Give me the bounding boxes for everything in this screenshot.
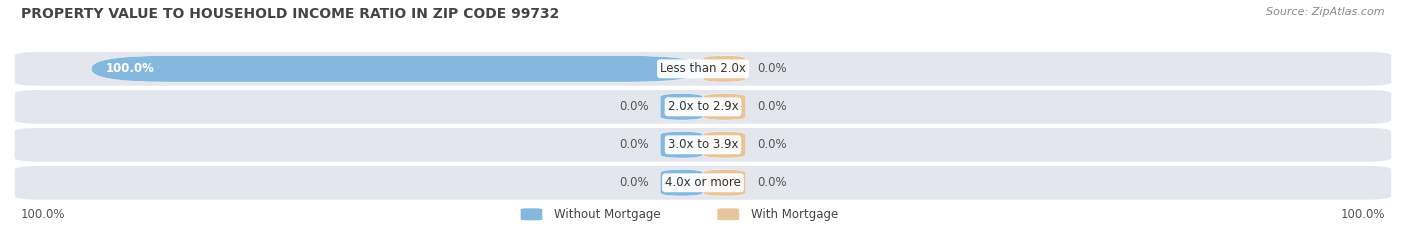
FancyBboxPatch shape	[520, 208, 543, 221]
Text: 0.0%: 0.0%	[756, 62, 787, 75]
Text: 4.0x or more: 4.0x or more	[665, 176, 741, 189]
Text: 0.0%: 0.0%	[619, 138, 650, 151]
FancyBboxPatch shape	[717, 208, 740, 221]
Text: Source: ZipAtlas.com: Source: ZipAtlas.com	[1267, 7, 1385, 17]
Text: 2.0x to 2.9x: 2.0x to 2.9x	[668, 100, 738, 113]
Text: 3.0x to 3.9x: 3.0x to 3.9x	[668, 138, 738, 151]
Text: Less than 2.0x: Less than 2.0x	[659, 62, 747, 75]
Text: With Mortgage: With Mortgage	[751, 208, 838, 221]
FancyBboxPatch shape	[14, 51, 1392, 86]
Text: 100.0%: 100.0%	[105, 62, 155, 75]
FancyBboxPatch shape	[661, 170, 703, 196]
Text: Without Mortgage: Without Mortgage	[554, 208, 661, 221]
FancyBboxPatch shape	[661, 94, 703, 120]
FancyBboxPatch shape	[703, 94, 745, 120]
FancyBboxPatch shape	[14, 165, 1392, 200]
Text: 0.0%: 0.0%	[756, 138, 787, 151]
FancyBboxPatch shape	[14, 127, 1392, 162]
Text: 100.0%: 100.0%	[1340, 208, 1385, 221]
Text: 0.0%: 0.0%	[619, 100, 650, 113]
Text: 0.0%: 0.0%	[756, 176, 787, 189]
FancyBboxPatch shape	[661, 132, 703, 158]
FancyBboxPatch shape	[91, 56, 703, 82]
FancyBboxPatch shape	[703, 132, 745, 158]
Text: 0.0%: 0.0%	[756, 100, 787, 113]
Text: 0.0%: 0.0%	[619, 176, 650, 189]
FancyBboxPatch shape	[14, 89, 1392, 124]
Text: PROPERTY VALUE TO HOUSEHOLD INCOME RATIO IN ZIP CODE 99732: PROPERTY VALUE TO HOUSEHOLD INCOME RATIO…	[21, 7, 560, 21]
Text: 100.0%: 100.0%	[21, 208, 66, 221]
FancyBboxPatch shape	[703, 56, 745, 82]
FancyBboxPatch shape	[703, 170, 745, 196]
